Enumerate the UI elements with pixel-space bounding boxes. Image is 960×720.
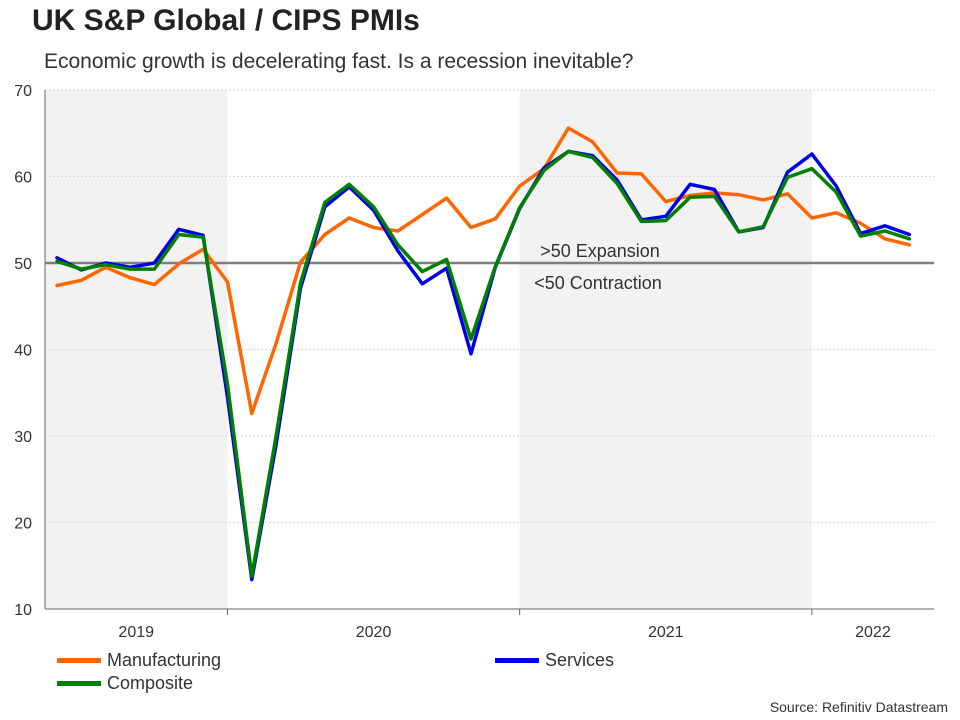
x-tick-label-2022: 2022 bbox=[855, 624, 891, 641]
annotation-expansion: >50 Expansion bbox=[540, 241, 660, 261]
x-tick-label-2021: 2021 bbox=[648, 624, 684, 641]
legend-item-composite: Composite bbox=[57, 673, 193, 694]
y-tick-label-50: 50 bbox=[14, 256, 32, 273]
legend-label-services: Services bbox=[545, 650, 615, 670]
x-tick-label-2019: 2019 bbox=[118, 624, 154, 641]
y-tick-label-40: 40 bbox=[14, 343, 32, 360]
legend-swatch-services bbox=[495, 658, 539, 663]
x-tick-label-2020: 2020 bbox=[356, 624, 392, 641]
y-tick-label-10: 10 bbox=[14, 602, 32, 619]
legend-item-manufacturing: Manufacturing bbox=[57, 650, 221, 671]
y-tick-label-60: 60 bbox=[14, 170, 32, 187]
year-band-2019 bbox=[45, 90, 228, 609]
source-note: Source: Refinitiv Datastream bbox=[769, 699, 948, 715]
legend-label-manufacturing: Manufacturing bbox=[107, 650, 222, 670]
chart-title: UK S&P Global / CIPS PMIs bbox=[32, 4, 420, 37]
legend-swatch-composite bbox=[57, 681, 101, 686]
legend-item-services: Services bbox=[495, 650, 614, 671]
chart-subtitle: Economic growth is decelerating fast. Is… bbox=[44, 50, 634, 73]
series-line-manufacturing bbox=[55, 126, 912, 416]
y-tick-label-30: 30 bbox=[14, 429, 32, 446]
annotation-contraction: <50 Contraction bbox=[534, 273, 662, 293]
legend-label-composite: Composite bbox=[107, 673, 194, 693]
legend-swatch-manufacturing bbox=[57, 658, 101, 663]
series-line-composite bbox=[55, 149, 912, 578]
y-tick-label-20: 20 bbox=[14, 516, 32, 533]
y-tick-label-70: 70 bbox=[14, 83, 32, 100]
